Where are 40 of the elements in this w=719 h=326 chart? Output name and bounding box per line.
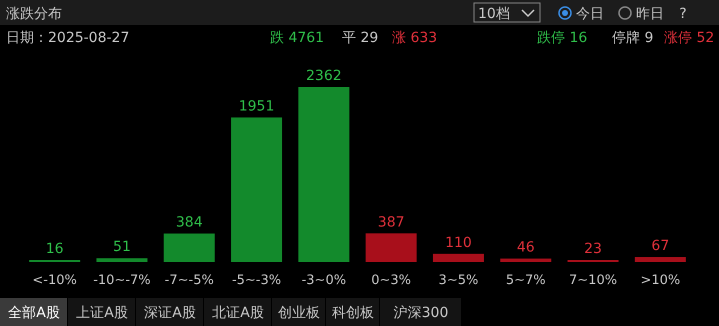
text: 停牌 9: [612, 30, 654, 46]
bar: [231, 117, 282, 262]
bar: [432, 254, 484, 262]
chart-title: 涨跌分布: [6, 6, 62, 22]
x-tick-label: 3~5%: [438, 273, 478, 288]
text: ?: [679, 6, 687, 22]
text: 10档: [478, 6, 510, 22]
x-tick-label: 7~10%: [569, 273, 618, 288]
data-label: 46: [516, 240, 535, 256]
bar: [298, 87, 350, 262]
x-tick-label: >10%: [640, 273, 680, 288]
data-label: 67: [651, 238, 670, 254]
data-label: 387: [378, 214, 405, 230]
text: 涨 633: [392, 30, 438, 46]
data-label: 16: [46, 241, 64, 257]
data-label: 2362: [306, 68, 342, 84]
x-tick-label: 0~3%: [371, 273, 412, 288]
x-tick-label: -7~-5%: [164, 273, 214, 288]
text: 昨日: [636, 6, 664, 22]
text: 跌停 16: [537, 30, 588, 46]
x-tick-label: 5~7%: [506, 273, 546, 288]
data-label: 1951: [238, 98, 274, 114]
x-tick-label: -3~0%: [302, 273, 346, 288]
bar: [634, 257, 686, 262]
x-tick-label: -10~-7%: [93, 273, 151, 288]
data-label: 110: [445, 234, 472, 251]
data-label: 384: [176, 214, 203, 231]
text: 跌 4761: [270, 30, 324, 46]
text: 涨停 52: [664, 30, 714, 46]
bar: [164, 234, 215, 262]
text: 日期：2025-08-27: [6, 30, 130, 46]
data-label: 51: [113, 239, 131, 256]
x-tick-label: -5~-3%: [232, 273, 282, 288]
bar: [500, 258, 552, 262]
bar: [96, 258, 148, 262]
data-label: 23: [584, 241, 602, 257]
text: 平 29: [342, 30, 378, 46]
bar: [366, 233, 417, 262]
x-tick-label: <-10%: [32, 273, 77, 288]
text: 今日: [576, 6, 604, 22]
